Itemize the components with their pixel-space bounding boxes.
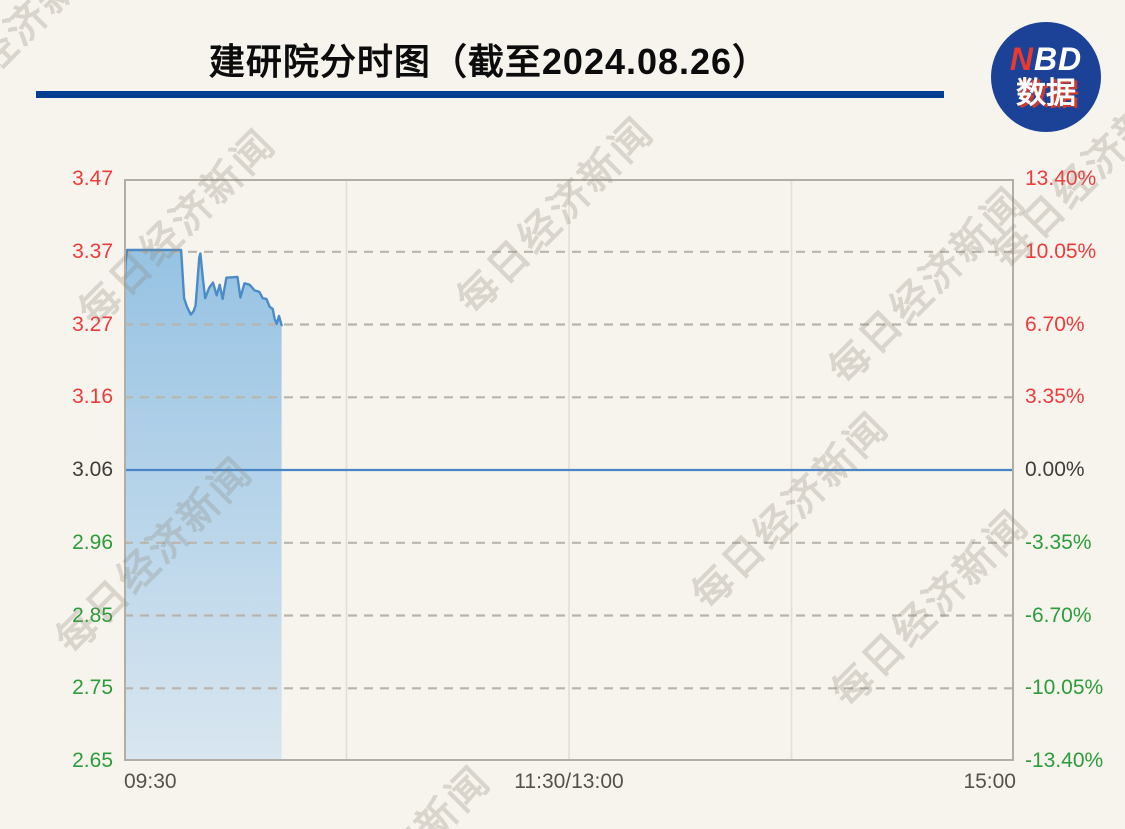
- y-tick-right: 10.05%: [1025, 239, 1097, 263]
- y-tick-left: 2.96: [72, 530, 113, 554]
- nbd-logo-wordmark: NBD: [1010, 43, 1082, 77]
- x-tick: 11:30/13:00: [514, 770, 624, 793]
- y-tick-right: -13.40%: [1025, 749, 1104, 772]
- title-underline: [36, 91, 944, 98]
- x-tick: 09:30: [124, 770, 177, 793]
- nbd-logo-subtext: 数据: [1016, 77, 1076, 110]
- y-tick-left: 3.37: [72, 239, 113, 263]
- nbd-logo: NBD 数据: [991, 22, 1101, 132]
- y-tick-right: -6.70%: [1025, 603, 1092, 627]
- y-tick-left: 2.65: [72, 749, 113, 772]
- y-tick-right: -3.35%: [1025, 530, 1092, 554]
- y-tick-left: 3.27: [72, 312, 113, 336]
- x-tick: 15:00: [963, 770, 1016, 793]
- page-title: 建研院分时图（截至2024.08.26）: [208, 41, 770, 82]
- y-tick-right: 13.40%: [1025, 167, 1097, 190]
- y-tick-left: 2.85: [72, 603, 113, 627]
- y-tick-right: 0.00%: [1025, 458, 1085, 481]
- y-tick-right: 6.70%: [1025, 312, 1085, 336]
- y-tick-right: -10.05%: [1025, 676, 1104, 700]
- intraday-price-plot: [124, 179, 1014, 761]
- y-tick-right: 3.35%: [1025, 385, 1085, 409]
- nbd-logo-letters-bd: BD: [1033, 41, 1083, 78]
- nbd-logo-letter-n: N: [1009, 41, 1034, 78]
- watermark-text: 每日经济新闻: [278, 750, 501, 829]
- y-tick-left: 3.16: [72, 385, 113, 409]
- y-tick-left: 2.75: [72, 676, 113, 700]
- y-tick-left: 3.47: [72, 167, 113, 190]
- y-tick-left: 3.06: [72, 458, 113, 481]
